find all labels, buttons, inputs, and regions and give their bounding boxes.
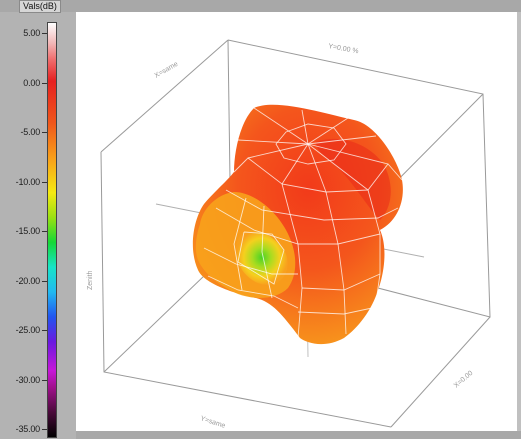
colorbar-tick-label: -20.00 [15, 276, 41, 286]
legend-title: Vals(dB) [19, 0, 61, 13]
axis-label-bottom: Y=same [199, 415, 226, 430]
bottom-strip [76, 431, 521, 439]
axis-label-top: Y=0.00 % [328, 43, 359, 55]
axis-label-z: Zenith [87, 270, 94, 290]
axis-label-right: X=0.00 [453, 370, 475, 390]
colorbar-tick-mark [42, 33, 47, 34]
colorbar-tick-label: -10.00 [15, 177, 41, 187]
top-strip [0, 0, 521, 10]
colorbar-tick-label: 5.00 [23, 28, 40, 38]
surface-mesh [203, 107, 403, 339]
colorbar-tick-mark [42, 281, 47, 282]
colorbar-tick-mark [42, 182, 47, 183]
right-strip [517, 12, 521, 431]
colorbar [47, 22, 57, 438]
axis-label-left: X=same [154, 61, 180, 80]
colorbar-tick-mark [42, 330, 47, 331]
colorbar-tick-label: 0.00 [23, 78, 40, 88]
plot-area[interactable]: Y=0.00 % X=same Zenith Y=same X=0.00 [76, 12, 517, 431]
colorbar-tick-label: -5.00 [20, 127, 40, 137]
colorbar-tick-label: -25.00 [15, 325, 41, 335]
colorbar-tick-mark [42, 380, 47, 381]
colorbar-tick-mark [42, 231, 47, 232]
radiation-pattern-3d[interactable]: Y=0.00 % X=same Zenith Y=same X=0.00 [76, 12, 517, 431]
pattern-surface [192, 104, 403, 345]
colorbar-tick-mark [42, 83, 47, 84]
colorbar-tick-label: -30.00 [15, 375, 41, 385]
legend-panel [0, 12, 76, 439]
colorbar-tick-mark [42, 429, 47, 430]
colorbar-tick-mark [42, 132, 47, 133]
colorbar-tick-label: -15.00 [15, 226, 41, 236]
colorbar-tick-label: -35.00 [15, 424, 41, 434]
